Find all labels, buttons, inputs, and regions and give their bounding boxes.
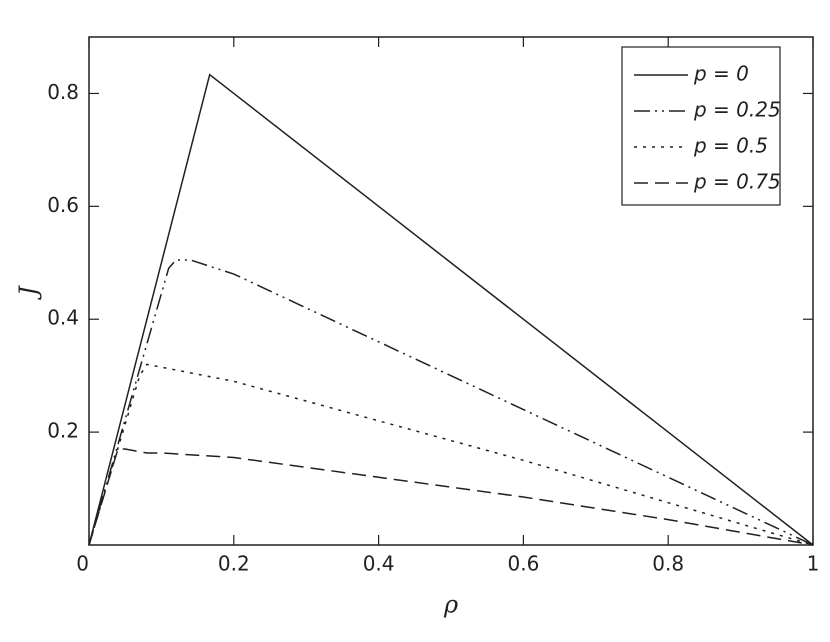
series-line bbox=[88, 448, 814, 546]
plot-frame bbox=[88, 36, 814, 546]
y-tick-label: 0.8 bbox=[47, 80, 79, 104]
series-line bbox=[88, 363, 814, 546]
legend-box bbox=[621, 46, 781, 206]
x-tick-label: 1 bbox=[807, 552, 820, 576]
x-tick-label: 0 bbox=[76, 552, 89, 576]
y-tick-label: 0.4 bbox=[47, 306, 79, 330]
y-tick-label: 0.2 bbox=[47, 419, 79, 443]
legend-label: p = 0 bbox=[693, 62, 749, 86]
series-line bbox=[88, 73, 814, 546]
x-tick-label: 0.6 bbox=[507, 552, 539, 576]
series-line bbox=[88, 259, 814, 546]
legend-label: p = 0.25 bbox=[693, 98, 781, 122]
y-axis-label: J bbox=[15, 285, 43, 301]
x-tick-label: 0.4 bbox=[363, 552, 395, 576]
x-axis-label: ρ bbox=[443, 591, 458, 619]
x-tick-label: 0.2 bbox=[218, 552, 250, 576]
y-tick-label: 0.6 bbox=[47, 193, 79, 217]
legend-label: p = 0.5 bbox=[693, 134, 768, 158]
legend-label: p = 0.75 bbox=[693, 170, 781, 194]
x-tick-label: 0.8 bbox=[652, 552, 684, 576]
